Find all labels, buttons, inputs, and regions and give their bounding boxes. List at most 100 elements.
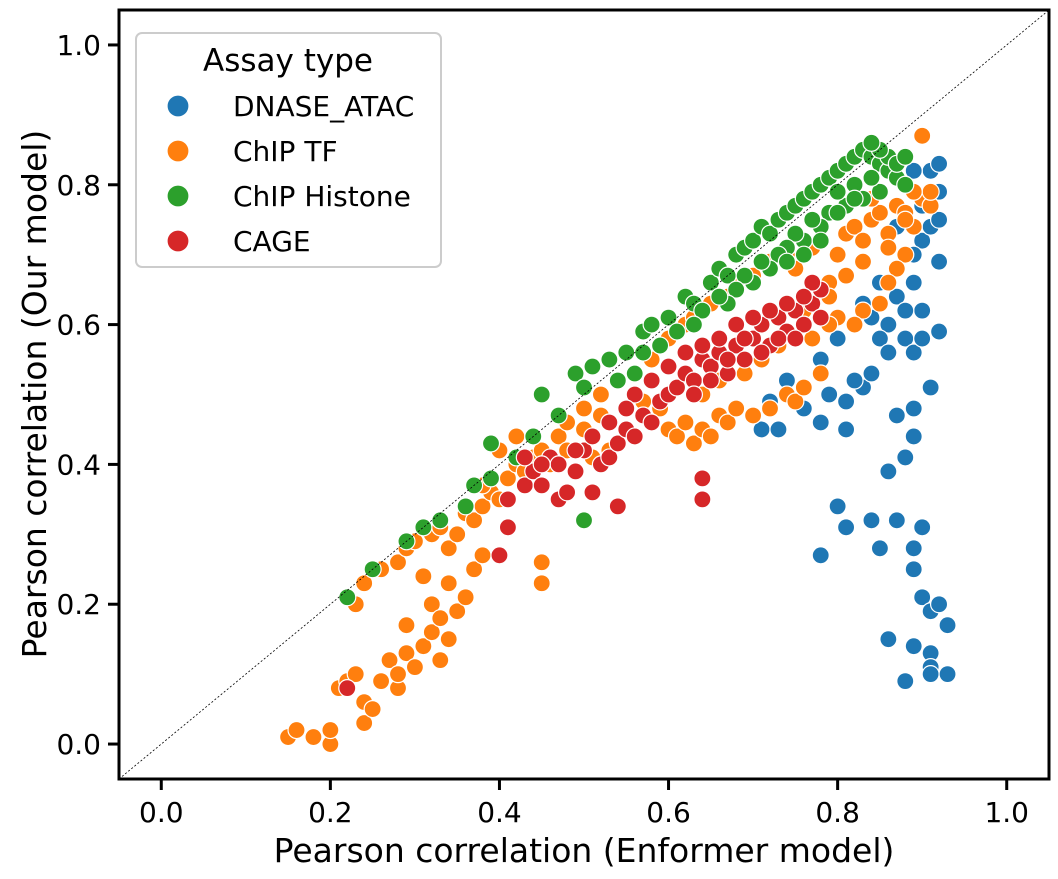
data-point <box>388 553 408 572</box>
data-point <box>710 329 729 348</box>
data-point <box>811 308 830 327</box>
data-point <box>794 315 813 334</box>
data-point <box>566 364 585 383</box>
data-point <box>938 616 957 635</box>
data-point <box>355 713 374 733</box>
data-point <box>828 182 847 201</box>
data-point <box>896 245 915 264</box>
legend-marker <box>166 139 190 163</box>
data-point <box>929 210 949 229</box>
data-points-layer <box>278 126 957 754</box>
data-point <box>355 574 374 593</box>
data-point <box>794 378 813 397</box>
data-point <box>862 168 881 187</box>
plot-frame <box>117 8 1051 781</box>
data-point <box>667 427 687 446</box>
data-point <box>887 406 906 425</box>
data-point <box>904 343 923 362</box>
data-point <box>642 315 661 334</box>
data-point <box>904 161 923 180</box>
data-point <box>363 699 382 719</box>
data-point <box>464 560 484 579</box>
legend-items: DNASE_ATAC ChIP TF ChIP Histone CAGE <box>166 90 414 258</box>
data-point <box>828 329 847 348</box>
data-point <box>414 637 433 656</box>
data-point <box>929 252 949 271</box>
data-point <box>481 434 501 453</box>
data-point <box>743 406 763 425</box>
data-point <box>727 280 746 299</box>
data-point <box>845 217 864 236</box>
series-cage <box>338 273 830 698</box>
axis-ticks-layer: 0.0 0.2 0.4 0.6 0.8 1.0 0.0 0.2 0.4 0.6 0.8 1.0 <box>56 29 1029 829</box>
data-point <box>786 329 805 348</box>
identity-reference-line <box>118 9 1050 780</box>
data-point <box>532 574 551 593</box>
data-point <box>600 413 619 432</box>
data-point <box>422 595 441 614</box>
data-point <box>769 329 788 348</box>
data-point <box>693 490 712 509</box>
x-tick-label: 1.0 <box>984 796 1029 829</box>
data-point <box>287 720 306 740</box>
data-point <box>786 392 805 411</box>
data-point <box>904 427 923 446</box>
x-tick-label: 0.6 <box>646 796 691 829</box>
data-point <box>879 273 898 292</box>
y-tick-label: 0.2 <box>56 588 101 621</box>
data-point <box>870 203 890 222</box>
data-point <box>735 266 754 285</box>
data-point <box>718 350 737 369</box>
data-point <box>549 427 568 446</box>
data-point <box>684 434 704 453</box>
data-point <box>414 518 433 537</box>
data-point <box>608 371 627 390</box>
data-point <box>921 182 940 201</box>
data-point <box>414 567 433 586</box>
data-point <box>870 294 890 313</box>
data-point <box>481 469 501 488</box>
y-tick-label: 0.0 <box>56 728 101 761</box>
data-point <box>811 546 830 565</box>
data-point <box>786 224 805 243</box>
data-point <box>811 364 830 383</box>
data-point <box>431 651 450 670</box>
data-point <box>913 231 932 250</box>
data-point <box>896 672 915 691</box>
data-point <box>583 357 602 376</box>
data-point <box>887 511 906 530</box>
data-point <box>498 518 518 537</box>
data-point <box>896 175 915 194</box>
data-point <box>879 238 898 257</box>
data-point <box>397 616 416 635</box>
data-point <box>371 672 391 691</box>
data-point <box>490 546 509 565</box>
data-point <box>743 308 763 327</box>
legend-label: ChIP Histone <box>233 180 411 213</box>
data-point <box>879 462 898 481</box>
data-point <box>346 665 365 684</box>
data-point <box>913 518 932 537</box>
data-point <box>913 301 932 320</box>
data-point <box>913 126 932 145</box>
data-point <box>904 539 923 558</box>
data-point <box>684 385 704 404</box>
y-tick-label: 0.4 <box>56 448 101 481</box>
data-point <box>448 525 467 544</box>
data-point <box>743 231 763 250</box>
data-point <box>862 511 881 530</box>
data-point <box>735 350 754 369</box>
y-tick-label: 1.0 <box>56 29 101 62</box>
data-point <box>811 413 830 432</box>
data-point <box>693 469 712 488</box>
data-point <box>439 574 458 593</box>
data-point <box>904 637 923 656</box>
data-point <box>921 378 940 397</box>
data-point <box>760 224 780 243</box>
data-point <box>904 560 923 579</box>
x-axis-label: Pearson correlation (Enformer model) <box>274 831 895 870</box>
data-point <box>727 399 746 418</box>
data-point <box>929 154 949 173</box>
data-point <box>913 588 932 607</box>
